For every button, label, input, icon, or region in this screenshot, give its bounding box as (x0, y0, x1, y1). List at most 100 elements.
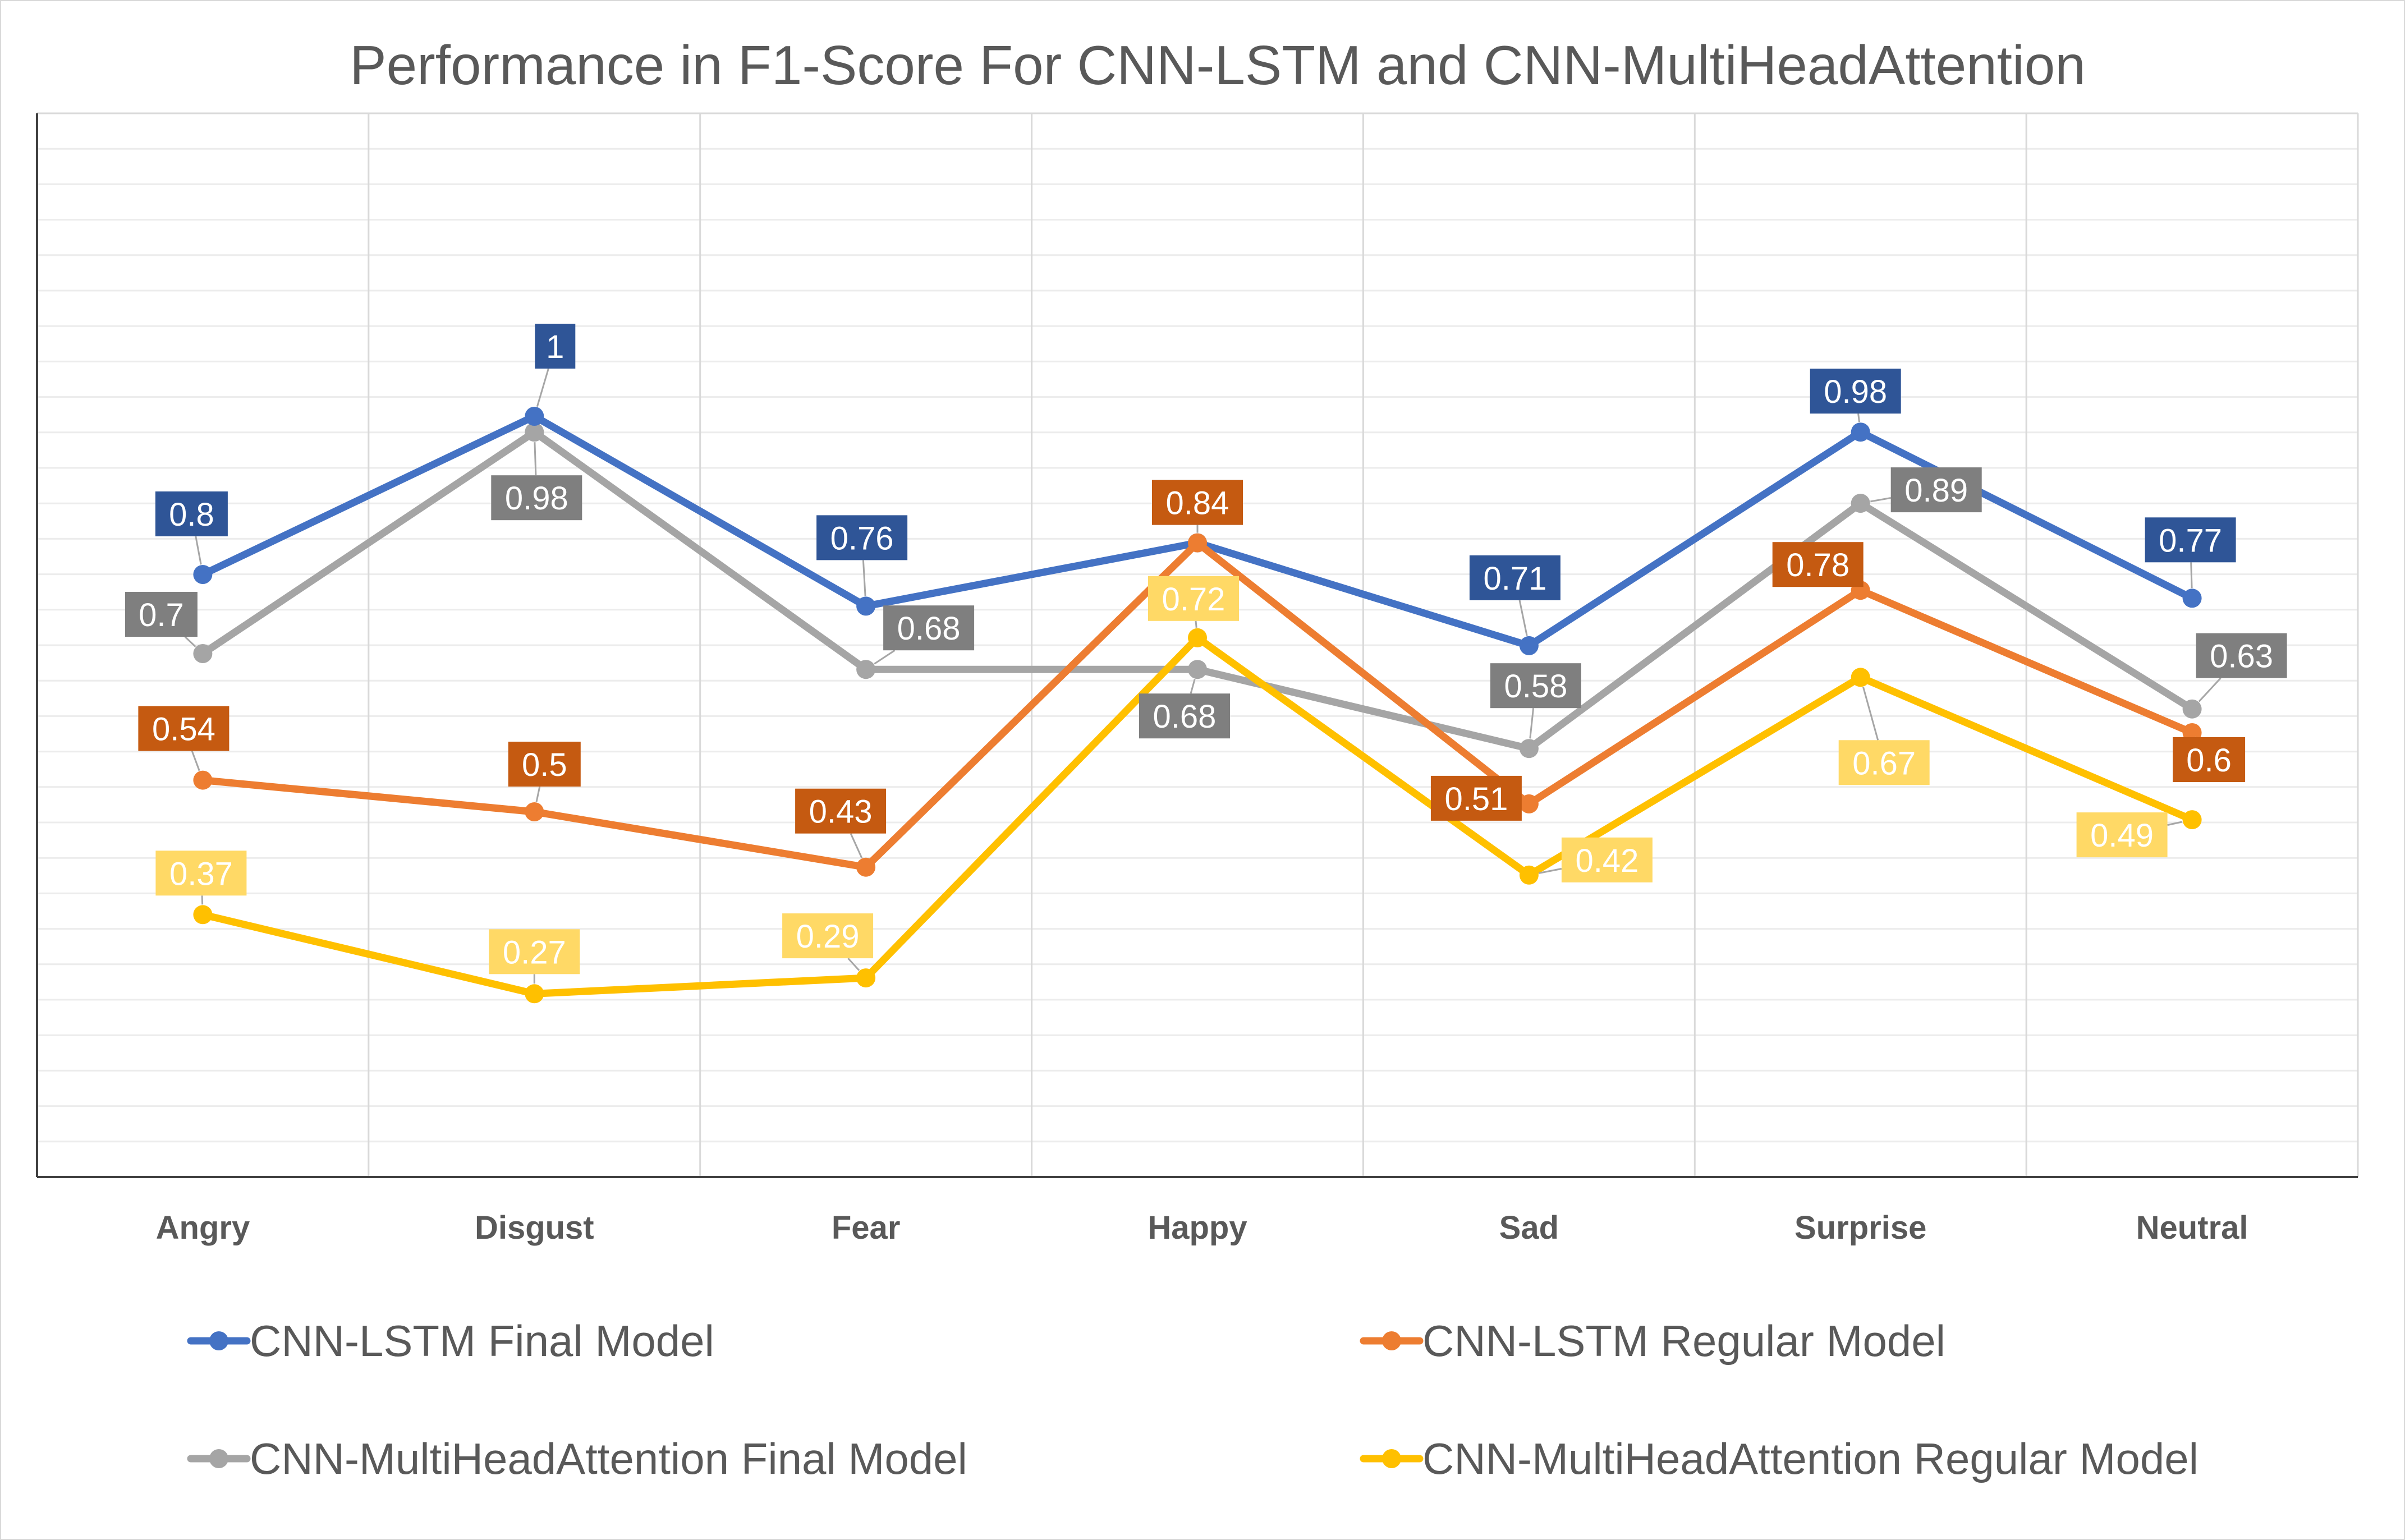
data-point[interactable] (1188, 628, 1207, 647)
data-label-box (816, 515, 908, 560)
data-label-box (795, 788, 887, 834)
data-label-text: 0.71 (1483, 560, 1546, 597)
data-point[interactable] (2182, 699, 2202, 719)
data-point[interactable] (1519, 865, 1539, 885)
data-label-text: 0.72 (1162, 581, 1226, 618)
data-point[interactable] (1851, 494, 1870, 513)
data-label-box (138, 706, 230, 751)
data-label-text: 0.8 (169, 497, 214, 533)
data-label: 0.58 (1490, 663, 1581, 739)
labels-layer: 0.7 0.98 0.68 0.68 0.58 0.89 0.63 0.8 1 0.76 0.84 0… (125, 324, 2287, 984)
data-point[interactable] (1851, 422, 1870, 442)
data-label: 0.37 (155, 851, 247, 905)
legend: CNN-LSTM Final Model CNN-LSTM Regular Mod… (187, 1316, 2199, 1483)
data-label: 0.89 (1870, 467, 1982, 513)
data-point[interactable] (193, 905, 213, 925)
x-tick-label: Disgust (475, 1210, 594, 1246)
data-label-box (1561, 837, 1653, 882)
legend-label: CNN-MultiHeadAttention Final Model (250, 1434, 967, 1483)
data-label: 0.49 (2076, 812, 2183, 858)
leader-line (1862, 687, 1879, 741)
leader-line (195, 536, 202, 565)
data-label-text: 0.67 (1852, 745, 1916, 782)
data-point[interactable] (856, 857, 876, 877)
leader-line (201, 895, 204, 905)
legend-item[interactable]: CNN-LSTM Regular Model (1360, 1316, 1945, 1366)
data-point[interactable] (856, 660, 876, 679)
data-point[interactable] (2182, 589, 2202, 608)
data-label: 0.7 (125, 592, 198, 647)
data-point[interactable] (525, 407, 544, 426)
data-point[interactable] (1188, 660, 1207, 679)
data-label-box (883, 605, 975, 651)
data-label: 0.5 (508, 742, 581, 802)
x-tick-label: Sad (1499, 1210, 1559, 1246)
data-label: 0.51 (1430, 775, 1522, 821)
data-label-box (1469, 555, 1561, 600)
data-label-text: 0.51 (1444, 781, 1508, 817)
data-point[interactable] (1519, 739, 1539, 758)
data-label-text: 0.54 (152, 711, 215, 748)
data-label-text: 0.29 (796, 918, 860, 955)
x-tick-label: Surprise (1794, 1210, 1926, 1246)
data-point[interactable] (193, 770, 213, 790)
data-label-text: 0.76 (830, 520, 894, 557)
data-point[interactable] (193, 565, 213, 584)
data-label-box (508, 742, 581, 787)
legend-swatch-marker (209, 1449, 228, 1468)
leader-line (2167, 821, 2183, 826)
legend-label: CNN-LSTM Regular Model (1422, 1316, 1945, 1366)
data-label-text: 0.43 (809, 794, 873, 830)
legend-item[interactable]: CNN-LSTM Final Model (187, 1316, 714, 1366)
data-label-text: 0.78 (1786, 547, 1849, 583)
data-point[interactable] (193, 644, 213, 663)
legend-swatch-marker (209, 1331, 228, 1350)
data-label: 0.67 (1838, 687, 1930, 785)
data-point[interactable] (1519, 794, 1539, 813)
data-label: 0.27 (489, 929, 580, 984)
data-label-box (1430, 775, 1522, 821)
lines-layer (193, 407, 2202, 1004)
leader-line (850, 833, 863, 858)
data-label-box (1772, 542, 1864, 587)
data-label-box (1890, 467, 1982, 513)
leader-line (2198, 677, 2222, 702)
data-point[interactable] (2182, 810, 2202, 830)
data-label-box (489, 929, 580, 974)
legend-item[interactable]: CNN-MultiHeadAttention Final Model (187, 1434, 967, 1483)
data-label: 0.54 (138, 706, 230, 771)
data-label: 0.72 (1148, 576, 1239, 628)
data-label-box (535, 324, 576, 369)
data-label: 0.6 (2173, 737, 2246, 782)
data-point[interactable] (525, 802, 544, 821)
leader-line (184, 636, 196, 647)
data-label: 0.77 (2145, 517, 2236, 589)
legend-label: CNN-LSTM Final Model (250, 1316, 714, 1366)
data-label-box (1838, 740, 1930, 785)
data-label-box (2173, 737, 2246, 782)
data-point[interactable] (525, 422, 544, 442)
data-label-text: 0.98 (1824, 374, 1887, 410)
data-label: 0.78 (1772, 542, 1864, 587)
data-label: 0.84 (1152, 480, 1243, 533)
data-label-text: 0.27 (503, 934, 566, 971)
data-point[interactable] (856, 596, 876, 616)
data-label: 0.63 (2196, 633, 2287, 702)
leader-line (874, 649, 896, 665)
data-point[interactable] (1851, 668, 1870, 687)
data-point[interactable] (1188, 533, 1207, 553)
data-point[interactable] (1519, 636, 1539, 655)
data-label-text: 0.7 (139, 597, 184, 633)
legend-swatch-marker (1382, 1331, 1401, 1350)
data-label: 0.98 (1810, 369, 1901, 422)
data-point[interactable] (856, 968, 876, 988)
data-label-box (2196, 633, 2287, 678)
data-label-text: 0.63 (2210, 638, 2273, 675)
data-label-box (1490, 663, 1581, 709)
legend-item[interactable]: CNN-MultiHeadAttention Regular Model (1360, 1434, 2199, 1483)
data-label-text: 1 (546, 329, 564, 365)
data-label: 0.8 (155, 491, 228, 565)
data-label: 0.68 (874, 605, 975, 665)
data-point[interactable] (525, 984, 544, 1004)
